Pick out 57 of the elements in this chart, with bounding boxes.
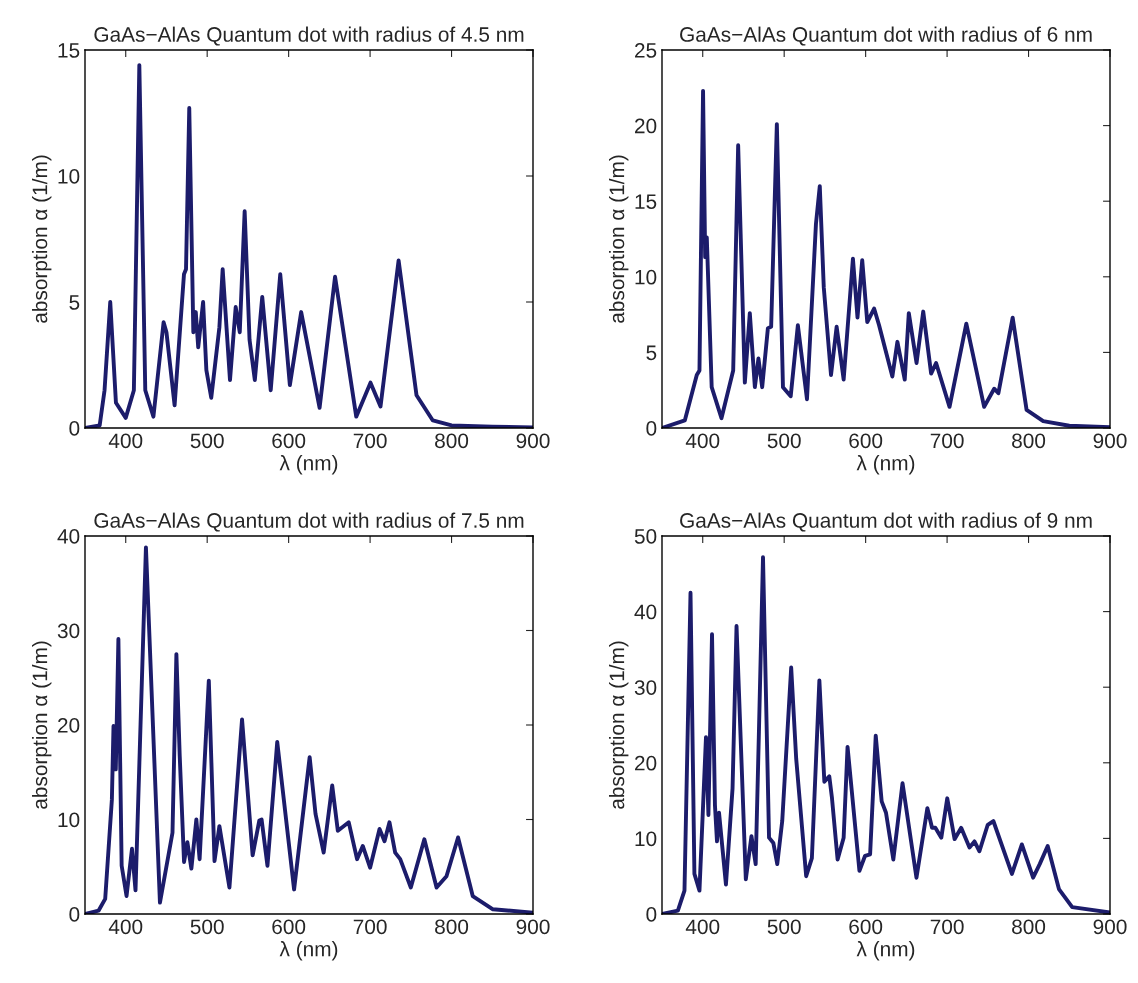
x-tick-label: 800 [435, 433, 469, 449]
x-tick-label: 500 [767, 433, 801, 449]
y-axis-title: absorption α (1/m) [31, 155, 52, 323]
chart-title: GaAs−AlAs Quantum dot with radius of 4.5 nm [94, 26, 524, 46]
y-tick-label: 10 [635, 269, 657, 285]
y-tick-label: 20 [635, 755, 657, 771]
chart-title: GaAs−AlAs Quantum dot with radius of 9 nm [680, 512, 1092, 532]
x-tick-label: 400 [108, 433, 143, 449]
x-axis-title: λ (nm) [279, 941, 338, 961]
x-axis-title: λ (nm) [856, 455, 915, 475]
x-tick-label: 700 [930, 433, 964, 449]
x-tick-label: 400 [685, 919, 720, 935]
x-tick-label: 800 [1012, 919, 1046, 935]
y-tick-label: 50 [634, 529, 657, 544]
x-tick-label: 600 [272, 919, 306, 935]
y-tick-label: 10 [58, 812, 80, 828]
x-tick-label: 600 [849, 919, 883, 935]
y-axis-title: absorption α (1/m) [31, 641, 52, 809]
x-tick-label: 500 [190, 919, 224, 935]
y-tick-label: 10 [635, 831, 657, 847]
x-tick-label: 500 [190, 433, 224, 449]
chart-title: GaAs−AlAs Quantum dot with radius of 6 nm [680, 26, 1092, 46]
x-tick-label: 500 [767, 919, 801, 935]
x-tick-label: 400 [108, 919, 143, 935]
x-tick-label: 900 [516, 433, 550, 449]
y-tick-label: 15 [58, 43, 80, 58]
x-axis-title: λ (nm) [856, 941, 915, 961]
y-tick-label: 5 [69, 295, 80, 310]
x-tick-label: 900 [1093, 919, 1127, 935]
y-tick-label: 15 [635, 194, 657, 209]
y-axis-title: absorption α (1/m) [608, 641, 629, 809]
x-axis-title: λ (nm) [279, 455, 338, 475]
y-tick-label: 10 [58, 169, 80, 184]
y-tick-label: 5 [646, 345, 657, 361]
y-tick-label: 0 [69, 907, 80, 922]
y-tick-label: 40 [57, 529, 80, 544]
x-tick-label: 800 [435, 919, 469, 935]
y-tick-label: 20 [58, 718, 80, 733]
x-tick-label: 900 [516, 919, 550, 935]
x-tick-label: 700 [353, 919, 387, 935]
y-tick-label: 30 [634, 680, 657, 695]
y-tick-label: 20 [635, 118, 657, 134]
x-tick-label: 700 [930, 919, 964, 935]
x-tick-label: 700 [353, 433, 387, 449]
y-tick-label: 25 [635, 43, 657, 58]
y-tick-label: 0 [646, 421, 657, 436]
y-axis-title: absorption α (1/m) [608, 155, 629, 323]
y-tick-label: 40 [634, 604, 657, 620]
chart-title: GaAs−AlAs Quantum dot with radius of 7.5 nm [94, 512, 524, 532]
x-tick-label: 600 [272, 433, 306, 449]
x-tick-label: 600 [849, 433, 883, 449]
x-tick-label: 800 [1012, 433, 1046, 449]
y-tick-label: 30 [57, 623, 80, 639]
x-tick-label: 900 [1093, 433, 1127, 449]
y-tick-label: 0 [69, 421, 80, 436]
x-tick-label: 400 [685, 433, 720, 449]
y-tick-label: 0 [646, 907, 657, 922]
